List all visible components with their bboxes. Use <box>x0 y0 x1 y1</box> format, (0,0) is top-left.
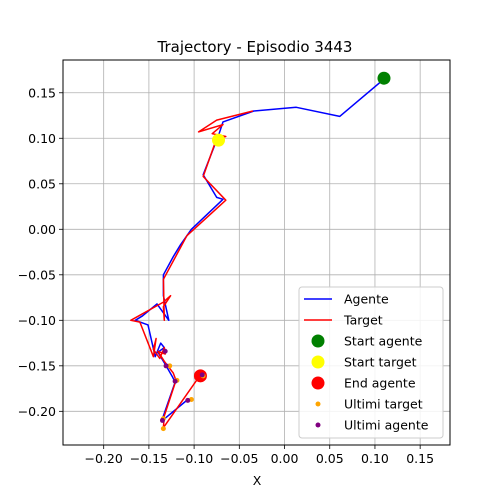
legend-label-end-agente: End agente <box>344 376 416 391</box>
legend-swatch-end-agente <box>311 376 325 390</box>
x-tick-label: 0.10 <box>361 451 389 466</box>
legend-label-target: Target <box>343 313 383 328</box>
x-tick-label: −0.15 <box>130 451 168 466</box>
marker-ultimi-agente <box>159 417 165 423</box>
y-tick-label: −0.20 <box>18 404 56 419</box>
x-tick-label: −0.05 <box>220 451 258 466</box>
plot-frame <box>62 59 451 446</box>
legend-label-start-target: Start target <box>344 355 417 370</box>
plot-area <box>130 71 391 432</box>
marker-ultimi-agente <box>162 348 168 354</box>
y-tick-label: 0.00 <box>28 222 56 237</box>
legend-swatch-ultimi-agente <box>315 422 321 428</box>
x-tick-label: −0.10 <box>175 451 213 466</box>
legend-box <box>298 286 444 439</box>
y-tick-label: 0.15 <box>28 85 56 100</box>
y-tick-label: −0.15 <box>18 358 56 373</box>
x-tick-label: 0.15 <box>406 451 434 466</box>
legend-label-ultimi-agente: Ultimi agente <box>344 418 429 433</box>
y-axis-label: Y <box>0 248 3 257</box>
x-axis-label: X <box>253 473 262 488</box>
legend-label-agente: Agente <box>344 292 389 307</box>
marker-start-target <box>212 133 226 147</box>
y-tick-label: 0.05 <box>28 176 56 191</box>
legend-swatch-start-agente <box>311 334 325 348</box>
marker-ultimi-agente <box>172 378 178 384</box>
x-tick-label: 0.05 <box>316 451 344 466</box>
y-tick-label: −0.05 <box>18 267 56 282</box>
legend-swatch-ultimi-target <box>315 401 321 407</box>
legend: Agente Target Start agente Start target End … <box>298 286 444 439</box>
marker-ultimi-agente <box>199 372 205 378</box>
x-tick-label: 0.00 <box>271 451 299 466</box>
marker-start-agente <box>377 71 391 85</box>
y-tick-label: 0.10 <box>28 131 56 146</box>
legend-label-start-agente: Start agente <box>344 334 423 349</box>
x-axis-ticks: −0.20 −0.15 −0.10 −0.05 0.00 0.05 0.10 0.15 <box>85 445 434 466</box>
marker-ultimi-target <box>167 363 173 369</box>
series-markers <box>159 71 391 432</box>
series-line-agente <box>134 78 385 422</box>
marker-ultimi-agente <box>185 397 191 403</box>
marker-ultimi-agente <box>163 363 169 369</box>
legend-label-ultimi-target: Ultimi target <box>344 397 423 412</box>
y-axis-ticks: −0.20 −0.15 −0.10 −0.05 0.00 0.05 0.10 0.15 <box>18 85 63 419</box>
x-tick-label: −0.20 <box>85 451 123 466</box>
chart-title: Trajectory - Episodio 3443 <box>157 38 353 56</box>
marker-ultimi-target <box>160 426 166 432</box>
y-tick-label: −0.10 <box>18 313 56 328</box>
legend-swatch-start-target <box>311 355 325 369</box>
